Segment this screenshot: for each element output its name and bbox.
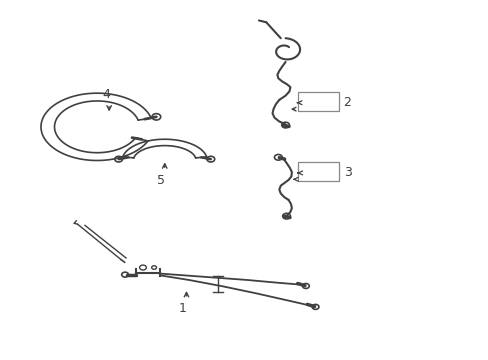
Bar: [297, 93, 338, 111]
Text: 2: 2: [343, 96, 351, 109]
Text: 3: 3: [343, 166, 351, 179]
Text: 5: 5: [157, 174, 165, 186]
Bar: [297, 162, 338, 181]
Text: 1: 1: [179, 302, 186, 315]
Text: 4: 4: [102, 88, 110, 101]
